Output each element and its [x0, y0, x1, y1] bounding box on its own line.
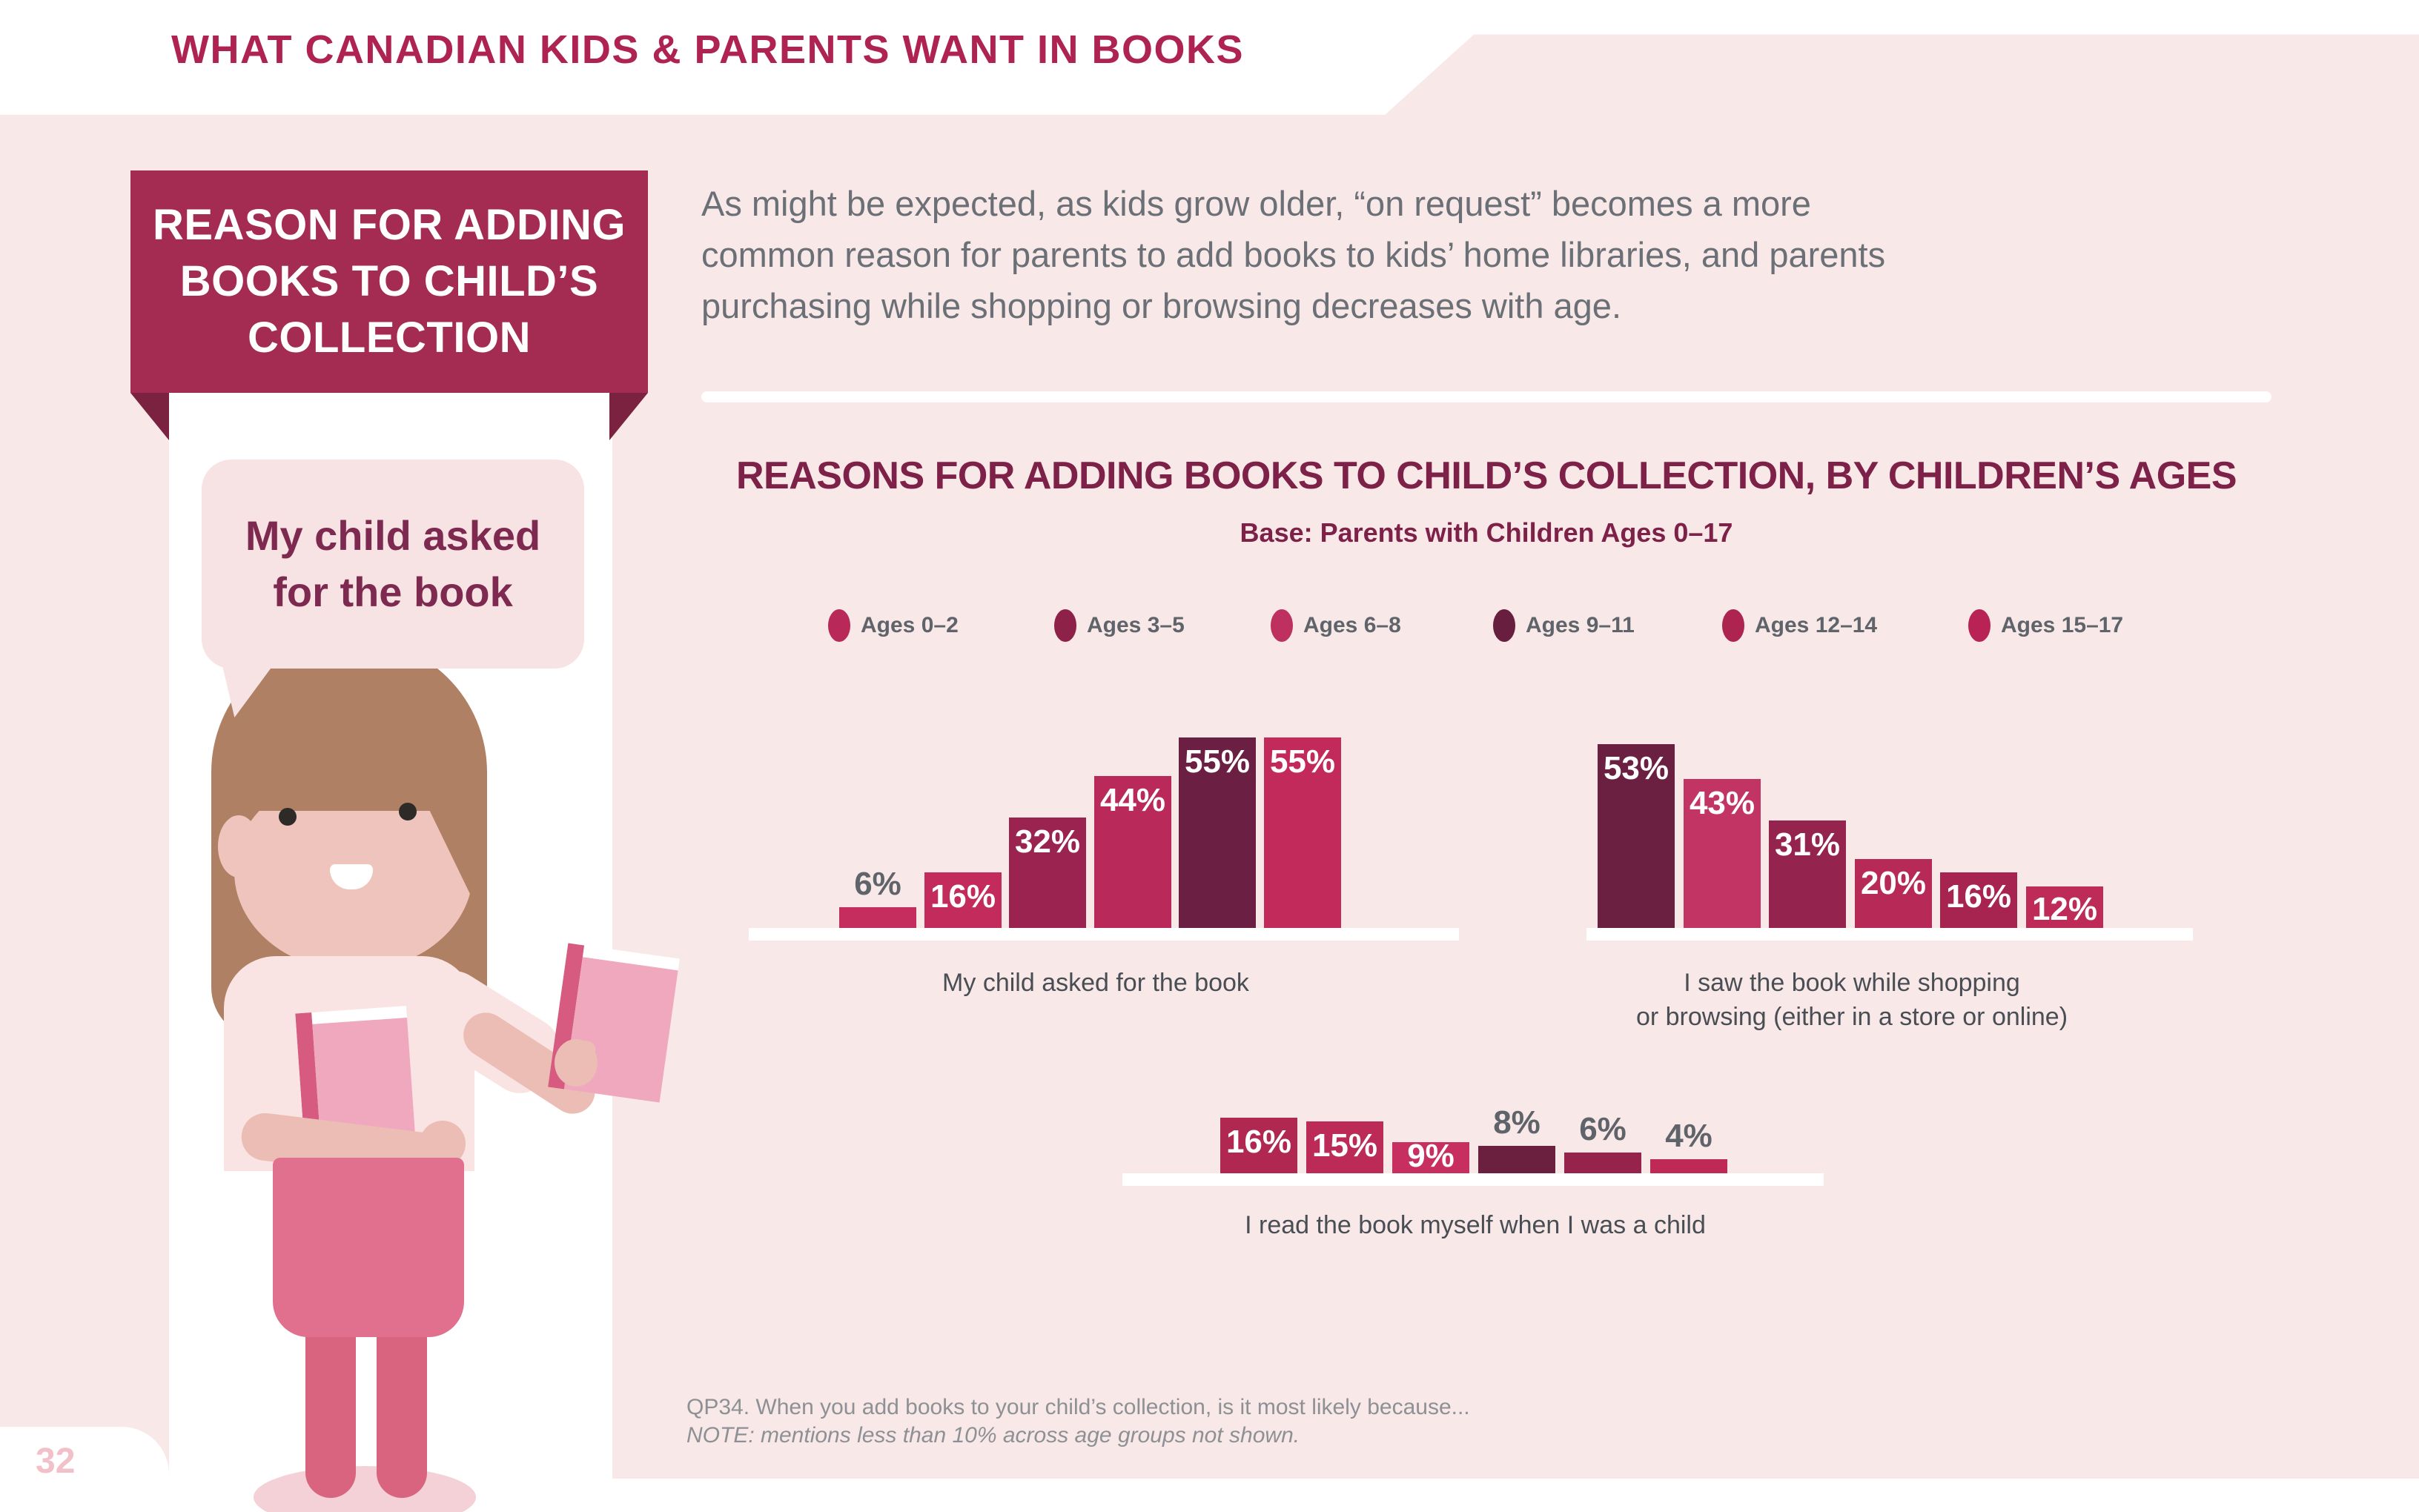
bar-value-label: 15%: [1311, 1127, 1378, 1164]
group-caption-line: or browsing (either in a store or online…: [1635, 1003, 2068, 1031]
legend-dot-icon: [828, 609, 850, 642]
group-caption-line: My child asked for the book: [942, 969, 1249, 997]
legend-item: Ages 3–5: [1054, 609, 1185, 642]
bar: [1598, 744, 1675, 928]
bar-value-label: 16%: [930, 878, 996, 915]
legend-dot-icon: [1054, 609, 1076, 642]
group-caption: I saw the book while shopping or browsing…: [1407, 966, 2297, 1034]
ribbon-banner-text: REASON FOR ADDING BOOKS TO CHILD’S COLLE…: [153, 197, 626, 366]
bar-value-label: 55%: [1269, 743, 1336, 780]
chart-title: REASONS FOR ADDING BOOKS TO CHILD’S COLL…: [735, 454, 2237, 497]
group-caption-line: I saw the book while shopping: [1684, 969, 2020, 997]
group-caption: My child asked for the book: [651, 966, 1541, 1000]
legend-label: Ages 12–14: [1755, 613, 1878, 637]
speech-bubble: My child asked for the book: [202, 460, 584, 669]
bar: [1306, 1121, 1383, 1173]
ribbon-line: REASON FOR ADDING: [153, 201, 626, 249]
bar: [1264, 737, 1341, 928]
bar-value-label: 32%: [1014, 823, 1081, 860]
bar-value-label: 16%: [1225, 1124, 1292, 1160]
bar-value-label: 8%: [1493, 1104, 1541, 1141]
legend-item: Ages 12–14: [1722, 609, 1877, 642]
page-number: 32: [36, 1442, 76, 1481]
intro-paragraph: As might be expected, as kids grow older…: [701, 178, 2288, 331]
legend-dot-icon: [1271, 609, 1293, 642]
ribbon-fold-left: [130, 393, 169, 440]
legend-dot-icon: [1493, 609, 1515, 642]
section-divider: [701, 391, 2271, 402]
bar: [2026, 886, 2103, 928]
bar: [1392, 1142, 1469, 1173]
bar: [1478, 1146, 1555, 1173]
legend-label: Ages 15–17: [2001, 613, 2124, 637]
legend-item: Ages 6–8: [1271, 609, 1401, 642]
ribbon-line: COLLECTION: [248, 314, 531, 362]
bar-value-label: 6%: [854, 866, 901, 902]
bar: [1855, 859, 1932, 928]
bar-value-label: 53%: [1603, 750, 1670, 786]
bar-value-label: 4%: [1665, 1118, 1713, 1154]
axis-baseline: [749, 928, 1459, 941]
bar: [1009, 818, 1086, 928]
bar-value-label: 20%: [1860, 865, 1927, 901]
bar: [1769, 820, 1846, 928]
intro-line: As might be expected, as kids grow older…: [701, 184, 1811, 223]
speech-bubble-line: My child asked: [245, 512, 541, 559]
bar-value-label: 9%: [1407, 1138, 1455, 1174]
bar: [1650, 1159, 1727, 1173]
speech-bubble-text: My child asked for the book: [245, 508, 540, 620]
ribbon-line: BOOKS TO CHILD’S: [179, 257, 599, 305]
chart-footnote: QP34. When you add books to your child’s…: [686, 1393, 1470, 1450]
ribbon-fold-right: [609, 393, 648, 440]
bar-value-label: 43%: [1689, 785, 1755, 821]
bar-value-label: 16%: [1945, 878, 2012, 915]
legend-item: Ages 15–17: [1968, 609, 2123, 642]
legend-item: Ages 9–11: [1493, 609, 1635, 642]
intro-line: common reason for parents to add books t…: [701, 235, 1886, 274]
bar: [1220, 1118, 1297, 1173]
group-caption-line: I read the book myself when I was a chil…: [1245, 1211, 1706, 1239]
bar-value-label: 6%: [1579, 1111, 1627, 1147]
intro-line: purchasing while shopping or browsing de…: [701, 286, 1622, 325]
bottom-left-notch: [0, 1427, 169, 1512]
bar: [924, 872, 1002, 928]
legend-label: Ages 0–2: [861, 613, 959, 637]
bar-value-label: 44%: [1099, 782, 1166, 818]
page-title: WHAT CANADIAN KIDS & PARENTS WANT IN BOO…: [171, 27, 1244, 72]
legend-label: Ages 9–11: [1526, 613, 1635, 637]
legend-label: Ages 6–8: [1303, 613, 1401, 637]
bar: [1094, 776, 1171, 928]
speech-bubble-line: for the book: [273, 568, 513, 615]
legend-item: Ages 0–2: [828, 609, 959, 642]
axis-baseline: [1586, 928, 2193, 941]
group-caption: I read the book myself when I was a chil…: [1030, 1208, 1920, 1242]
legend-label: Ages 3–5: [1087, 613, 1185, 637]
bar: [1564, 1153, 1641, 1173]
legend-dot-icon: [1722, 609, 1744, 642]
footnote-question: QP34. When you add books to your child’s…: [686, 1395, 1470, 1419]
ribbon-banner: REASON FOR ADDING BOOKS TO CHILD’S COLLE…: [130, 170, 648, 393]
bar-value-label: 12%: [2031, 891, 2098, 927]
bar: [1684, 779, 1761, 928]
bar-value-label: 31%: [1774, 826, 1841, 863]
axis-baseline: [1122, 1173, 1824, 1186]
bar-value-label: 55%: [1184, 743, 1251, 780]
legend-dot-icon: [1968, 609, 1991, 642]
chart-subtitle: Base: Parents with Children Ages 0–17: [1240, 517, 1733, 548]
bar: [839, 907, 916, 928]
bar: [1940, 872, 2017, 928]
footnote-note: NOTE: mentions less than 10% across age …: [686, 1423, 1300, 1448]
bar: [1179, 737, 1256, 928]
bottom-margin-band: [0, 1479, 2419, 1512]
